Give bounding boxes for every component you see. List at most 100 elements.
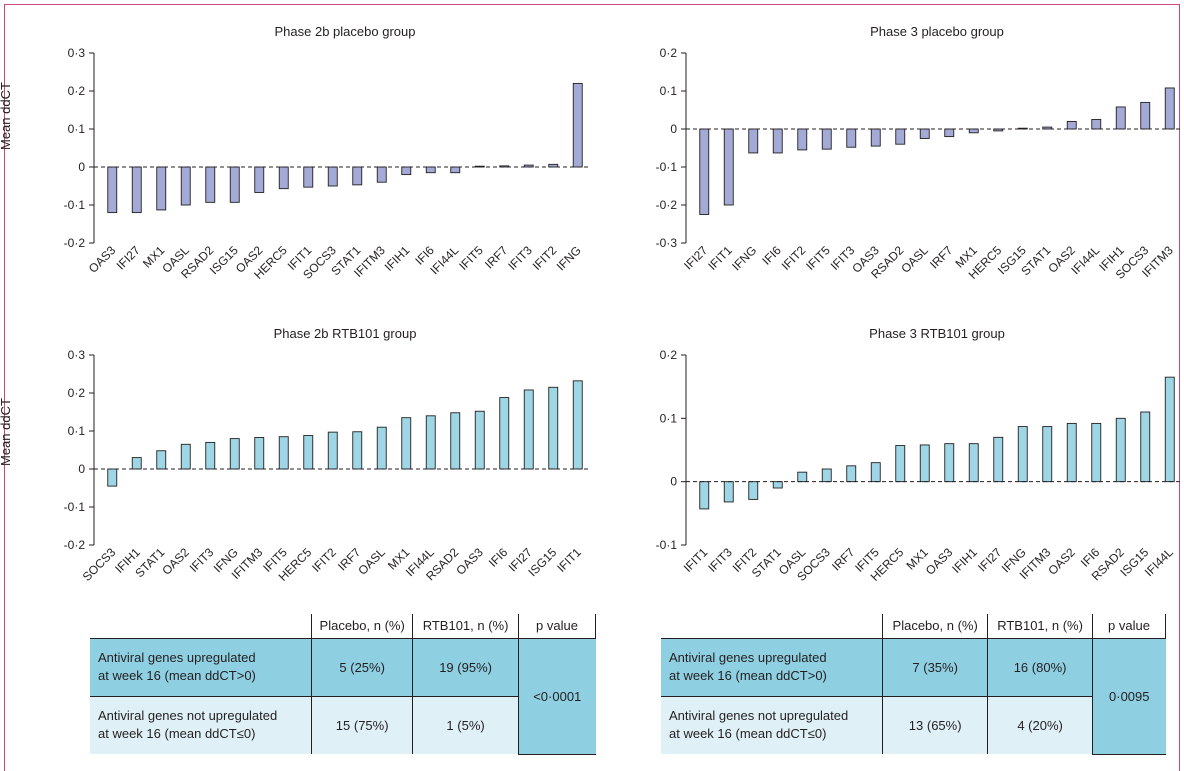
bar-ifi6 — [499, 397, 510, 470]
bar-ifit3 — [846, 128, 857, 148]
x-tick-label: IFIT5 — [456, 243, 486, 273]
bar-ifit2 — [748, 481, 759, 500]
x-tick-label: IFIT2 — [779, 243, 809, 273]
x-tick-label: IFIH1 — [949, 545, 980, 576]
x-tick-label: ISG15 — [207, 243, 241, 277]
bar-rsad2 — [895, 128, 906, 145]
chart-title: Phase 3 placebo group — [870, 24, 1004, 39]
bar-ifit1 — [723, 128, 734, 206]
bar-ifi44l — [1091, 119, 1102, 130]
bar-socs3 — [1140, 101, 1151, 130]
bar-oas3 — [870, 128, 881, 147]
bar-ifit5 — [870, 462, 881, 483]
row-label: Antiviral genes not upregulated at week 1… — [90, 696, 312, 754]
bar-rsad2 — [1115, 417, 1126, 483]
bar-oas3 — [474, 410, 485, 470]
bar-oasl — [180, 166, 191, 206]
x-tick-label: OAS3 — [923, 545, 956, 578]
rtb101-cell: 19 (95%) — [412, 638, 519, 697]
x-tick-label: IFI44L — [1142, 545, 1176, 579]
x-tick-label: OAS2 — [1045, 545, 1078, 578]
bar-ifi27 — [131, 166, 142, 214]
bar-ifitm3 — [1164, 87, 1175, 130]
table-row: Antiviral genes upregulated at week 16 (m… — [90, 638, 596, 755]
bar-stat1 — [352, 166, 363, 186]
y-tick-label: 0·1 — [68, 424, 86, 438]
rtb101-cell: 16 (80%) — [987, 638, 1093, 697]
bar-oasl — [797, 471, 808, 483]
bar-mx1 — [968, 128, 979, 134]
bar-ifitm3 — [376, 166, 387, 183]
y-tick-label: -0·1 — [64, 500, 86, 514]
y-tick-label: 0·2 — [660, 348, 678, 362]
chart-phase2b-placebo: Phase 2b placebo group -0·2 -0·1 0 0·1 0·2 0·3… — [64, 24, 590, 282]
y-tick-label: 0·1 — [68, 122, 86, 136]
column-header: p value — [1092, 614, 1166, 639]
x-tick-label: IFIT3 — [505, 243, 535, 273]
bar-ifi6 — [772, 128, 783, 154]
y-tick-label: -0·1 — [656, 538, 678, 552]
bar-mx1 — [401, 417, 412, 470]
bar-isg15 — [229, 166, 240, 203]
bar-herc5 — [303, 435, 314, 470]
y-tick-label: 0 — [78, 160, 85, 174]
bar-oasl — [919, 128, 930, 139]
column-header: RTB101, n (%) — [412, 614, 519, 639]
bar-ifit1 — [303, 166, 314, 188]
bar-ifih1 — [131, 457, 142, 470]
x-tick-label: IRF7 — [829, 545, 858, 574]
placebo-cell: 7 (35%) — [882, 638, 988, 697]
bar-ifih1 — [968, 443, 979, 483]
y-tick-label: 0 — [78, 462, 85, 476]
chart-phase2b-rtb101: Phase 2b RTB101 group-0·2-0·100·10·20·3S… — [64, 326, 590, 584]
p-value-cell: 0·0095 — [1092, 638, 1166, 755]
y-tick-label: 0·1 — [660, 411, 678, 425]
x-tick-label: ISG15 — [525, 545, 559, 579]
rtb101-cell: 4 (20%) — [987, 696, 1093, 754]
y-tick-label: -0·2 — [64, 538, 86, 552]
x-tick-label: IFI27 — [681, 243, 710, 272]
bar-mx1 — [919, 444, 930, 483]
x-tick-label: IRF7 — [482, 243, 511, 272]
x-tick-label: IFNG — [554, 243, 584, 273]
y-tick-label: 0·3 — [68, 46, 86, 60]
column-header: p value — [518, 614, 596, 639]
bar-ifit3 — [723, 481, 734, 503]
bar-rsad2 — [205, 166, 216, 203]
bar-ifit5 — [821, 128, 832, 150]
bar-ifit3 — [205, 441, 216, 470]
x-tick-label: OASL — [898, 243, 931, 276]
y-axis-label-bottom: Mean ddCT — [0, 398, 13, 466]
bar-ifit1 — [572, 380, 583, 470]
bar-oasl — [376, 426, 387, 470]
bar-ifi27 — [993, 436, 1004, 483]
x-tick-label: OASL — [355, 545, 388, 578]
summary-table-phase3: Placebo, n (%) RTB101, n (%) p value Ant… — [661, 614, 1166, 755]
table-row: Antiviral genes not upregulated at week 1… — [90, 696, 596, 754]
bar-oas2 — [180, 443, 191, 470]
x-tick-label: IFIT5 — [803, 243, 833, 273]
bar-socs3 — [327, 166, 338, 187]
row-label: Antiviral genes upregulated at week 16 (m… — [661, 638, 883, 697]
bar-isg15 — [548, 386, 559, 470]
y-axis-label-top: Mean ddCT — [0, 82, 13, 150]
bar-ifi27 — [523, 389, 534, 470]
bar-irf7 — [944, 128, 955, 138]
bar-socs3 — [107, 468, 118, 487]
y-tick-label: -0·3 — [656, 236, 678, 250]
column-header: RTB101, n (%) — [987, 614, 1093, 639]
bar-stat1 — [772, 481, 783, 489]
bar-ifng — [748, 128, 759, 154]
summary-table-phase2b: Placebo, n (%) RTB101, n (%) p value Ant… — [90, 614, 596, 755]
bar-ifng — [1017, 426, 1028, 483]
x-tick-label: IFIT3 — [705, 545, 735, 575]
x-tick-label: IFIT2 — [309, 545, 339, 575]
x-tick-label: IFNG — [729, 243, 759, 273]
bar-ifi6 — [1091, 422, 1102, 483]
y-tick-label: -0·2 — [64, 236, 86, 250]
bar-ifit5 — [278, 436, 289, 470]
y-tick-label: 0·3 — [68, 348, 86, 362]
bar-isg15 — [1140, 411, 1151, 483]
x-tick-label: IFIT3 — [187, 545, 217, 575]
placebo-cell: 15 (75%) — [311, 696, 413, 754]
